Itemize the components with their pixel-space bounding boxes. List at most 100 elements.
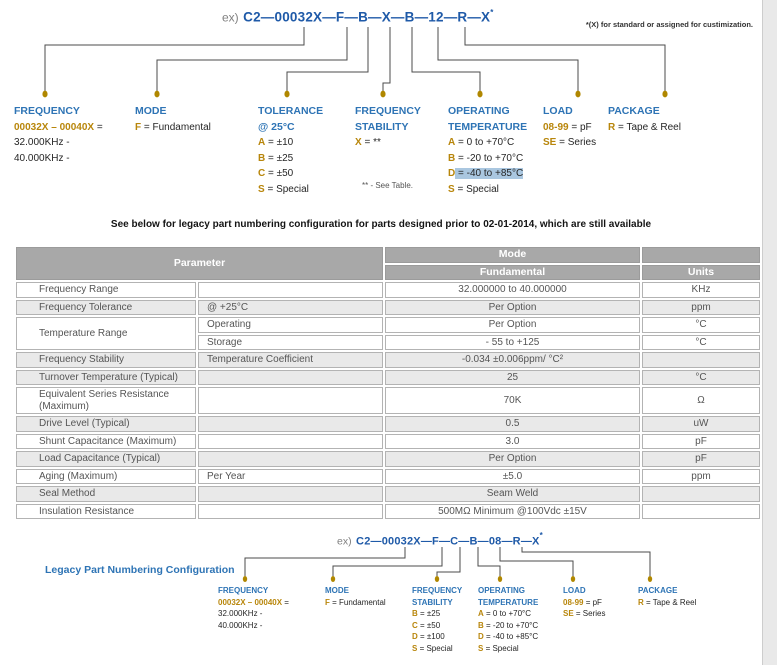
- option-text: 32.000KHz -: [14, 137, 70, 148]
- option-text: = 0 to +70°C: [483, 609, 532, 618]
- option-text: = Series: [556, 137, 597, 148]
- option-text: = Tape & Reel: [615, 121, 681, 133]
- units-header-spacer: [642, 247, 760, 263]
- option-code: C: [412, 620, 418, 630]
- sub-cell: [198, 369, 383, 385]
- column-package: PACKAGE R = Tape & Reel: [608, 104, 681, 135]
- option-text: = ±50: [417, 620, 441, 630]
- option-item: 32.000KHz -: [218, 608, 289, 620]
- column-header: MODE: [135, 105, 167, 117]
- value-cell: Per Option: [385, 451, 640, 467]
- legacy-column-frequency-stability: FREQUENCY STABILITY B = ±25 C = ±50 D = …: [412, 585, 462, 654]
- value-cell: 500MΩ Minimum @100Vdc ±15V: [385, 503, 640, 519]
- option-text: = ±50: [265, 168, 294, 179]
- option-item: 00032X – 00040X =: [14, 120, 103, 136]
- column-header: STABILITY: [355, 120, 409, 133]
- option-code: F: [135, 121, 142, 133]
- option-text: 40.000KHz -: [14, 152, 70, 164]
- column-tolerance: TOLERANCE @ 25°C A = ±10 B = ±25 C = ±50…: [258, 104, 323, 197]
- option-item: D = -40 to +85°C: [478, 631, 538, 643]
- option-text: = -20 to +70°C: [483, 620, 539, 630]
- column-header: PACKAGE: [638, 586, 678, 595]
- option-text: = Special: [454, 183, 499, 195]
- option-text: 32.000KHz -: [218, 609, 263, 618]
- column-load: LOAD 08-99 = pF SE = Series: [543, 104, 596, 151]
- connector-dot: [575, 90, 581, 98]
- option-code: X: [355, 137, 362, 148]
- param-cell: Turnover Temperature (Typical): [16, 369, 196, 385]
- unit-cell: uW: [642, 416, 760, 432]
- legacy-part-number: C2—00032X—F—C—B—08—R—X: [356, 535, 540, 548]
- value-cell: Per Option: [385, 317, 640, 333]
- connector-dot: [647, 576, 653, 582]
- sub-cell: @ +25°C: [198, 299, 383, 315]
- option-item: S = Special: [478, 643, 538, 655]
- option-item: R = Tape & Reel: [608, 120, 681, 136]
- connector-dot: [380, 90, 386, 98]
- value-cell: 32.000000 to 40.000000: [385, 282, 640, 298]
- option-text: = Special: [264, 183, 309, 195]
- connector-line-mode: [156, 27, 348, 91]
- unit-cell: [642, 503, 760, 519]
- option-item: A = 0 to +70°C: [448, 135, 527, 151]
- connector-dot: [330, 576, 336, 582]
- table-row: Frequency Range 32.000000 to 40.000000 K…: [16, 282, 760, 298]
- value-cell: 3.0: [385, 433, 640, 449]
- fundamental-header: Fundamental: [385, 264, 640, 280]
- column-header: FREQUENCY: [355, 105, 421, 117]
- option-item: C = ±50: [258, 166, 323, 182]
- unit-cell: Ω: [642, 387, 760, 414]
- value-cell: -0.034 ±0.006ppm/ °C²: [385, 352, 640, 368]
- option-code: S: [412, 643, 418, 653]
- option-item: 32.000KHz -: [14, 135, 103, 151]
- option-text: = Series: [573, 609, 606, 618]
- part-number-star: *: [490, 8, 494, 17]
- option-item: X = **: [355, 135, 421, 151]
- option-item: A = ±10: [258, 135, 323, 151]
- connector-line-load: [437, 27, 579, 91]
- spec-table: Parameter Mode Fundamental Units Frequen…: [14, 245, 762, 521]
- legacy-example-part-number-line: ex) C2—00032X—F—C—B—08—R—X*: [337, 531, 543, 549]
- option-code: 00032X – 00040X: [14, 121, 95, 133]
- unit-cell: °C: [642, 317, 760, 333]
- option-code: A: [258, 137, 266, 148]
- option-code: S: [448, 183, 455, 195]
- column-header: PACKAGE: [608, 105, 660, 117]
- legacy-connector-line-package: [521, 547, 651, 576]
- param-cell: Insulation Resistance: [16, 503, 196, 519]
- table-row: Turnover Temperature (Typical) 25 °C: [16, 369, 760, 385]
- option-code: D: [448, 168, 456, 179]
- table-row: Seal Method Seam Weld: [16, 486, 760, 502]
- table-row: Storage - 55 to +125 °C: [16, 334, 760, 350]
- column-header: LOAD: [543, 105, 573, 117]
- option-code: SE: [543, 137, 557, 148]
- option-item: D = ±100: [412, 631, 462, 643]
- legacy-column-operating-temperature: OPERATING TEMPERATURE A = 0 to +70°C B =…: [478, 585, 538, 654]
- connector-dot: [42, 90, 48, 98]
- connector-dot: [477, 90, 483, 98]
- column-frequency-stability: FREQUENCY STABILITY X = **: [355, 104, 421, 151]
- value-cell: 25: [385, 369, 640, 385]
- sub-cell: [198, 451, 383, 467]
- connector-dot: [570, 576, 576, 582]
- units-header: Units: [642, 264, 760, 280]
- legacy-column-mode: MODE F = Fundamental: [325, 585, 386, 608]
- connector-line-temperature: [411, 27, 481, 91]
- see-table-footnote: ** - See Table.: [362, 181, 413, 190]
- option-code: D: [412, 632, 418, 641]
- option-code: C: [258, 168, 266, 179]
- option-text: = ±100: [417, 632, 445, 641]
- option-item: 08-99 = pF: [563, 597, 605, 609]
- option-text: = **: [361, 137, 381, 148]
- param-cell: Drive Level (Typical): [16, 416, 196, 432]
- legacy-connector-line-mode: [332, 547, 443, 576]
- legacy-section-label: Legacy Part Numbering Configuration: [45, 564, 235, 576]
- column-header: STABILITY: [412, 597, 453, 607]
- option-item: 40.000KHz -: [14, 151, 103, 167]
- option-text: = Fundamental: [141, 121, 211, 133]
- option-item: D = -40 to +85°C: [448, 166, 527, 182]
- option-item: SE = Series: [543, 135, 596, 151]
- option-text: = -40 to +85°C: [483, 632, 539, 641]
- value-cell: Per Option: [385, 299, 640, 315]
- column-header: TOLERANCE: [258, 105, 324, 117]
